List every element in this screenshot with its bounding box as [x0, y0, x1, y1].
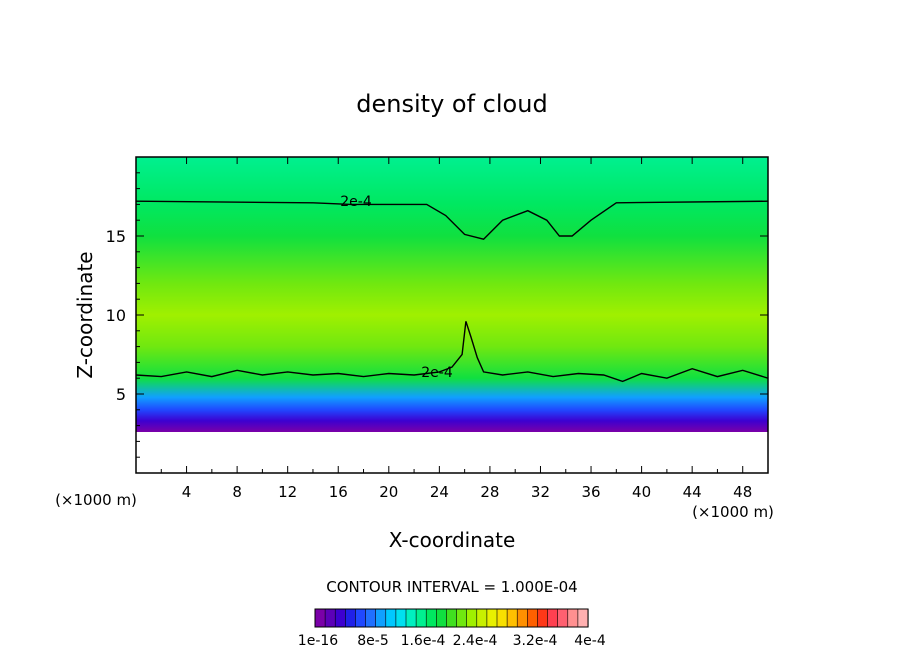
- colorbar-label: 4e-4: [574, 633, 606, 649]
- colorbar-swatch: [395, 608, 407, 628]
- x-tick-label: 44: [683, 483, 702, 501]
- colorbar-swatch: [334, 608, 346, 628]
- colorbar-swatch: [476, 608, 488, 628]
- x-unit-right: (×1000 m): [692, 503, 774, 521]
- contour-interval-text: CONTOUR INTERVAL = 1.000E-04: [326, 578, 577, 596]
- colorbar-swatch: [557, 608, 569, 628]
- colorbar-swatch: [567, 608, 579, 628]
- colorbar-swatch: [324, 608, 336, 628]
- y-tick-label: 10: [106, 306, 126, 325]
- colorbar-label: 1.6e-4: [401, 633, 446, 649]
- x-tick-label: 36: [581, 483, 600, 501]
- colorbar-swatch: [314, 608, 326, 628]
- colorbar-swatch: [345, 608, 357, 628]
- y-axis-label: Z-coordinate: [73, 251, 97, 378]
- colorbar-label: 3.2e-4: [513, 633, 558, 649]
- x-axis-label: X-coordinate: [389, 528, 516, 552]
- colorbar-swatch: [516, 608, 528, 628]
- x-unit-left: (×1000 m): [55, 491, 137, 509]
- colorbar-swatch: [527, 608, 539, 628]
- contour-label-lower: 2e-4: [421, 365, 453, 381]
- colorbar-swatch: [385, 608, 397, 628]
- y-tick-label: 5: [116, 385, 126, 404]
- colorbar-swatch: [425, 608, 437, 628]
- chart-title: density of cloud: [356, 90, 547, 118]
- contour-line-upper: [136, 200, 768, 240]
- colorbar-swatch: [456, 608, 468, 628]
- colorbar-swatch: [466, 608, 478, 628]
- x-tick-label: 40: [632, 483, 651, 501]
- x-tick-label: 28: [480, 483, 499, 501]
- colorbar-swatch: [436, 608, 448, 628]
- x-axis-ticks: 4 8 12 16 20 24 28 32 36 40 44 48: [160, 157, 752, 501]
- colorbar-swatch: [547, 608, 559, 628]
- x-tick-label: 20: [379, 483, 398, 501]
- colorbar-swatch: [506, 608, 518, 628]
- density-field: [136, 157, 768, 473]
- x-tick-label: 4: [182, 483, 192, 501]
- contour-line-lower: [136, 321, 768, 383]
- colorbar-swatch: [355, 608, 367, 628]
- x-tick-label: 32: [531, 483, 550, 501]
- x-tick-label: 24: [430, 483, 449, 501]
- colorbar-label: 8e-5: [357, 633, 388, 649]
- x-tick-label: 8: [232, 483, 242, 501]
- x-tick-label: 48: [733, 483, 752, 501]
- x-tick-label: 16: [329, 483, 348, 501]
- colorbar-swatch: [365, 608, 377, 628]
- colorbar-swatch: [446, 608, 458, 628]
- y-axis-ticks: 5 10 15: [106, 172, 768, 458]
- colorbar-frame: [314, 608, 589, 628]
- colorbar-labels: 1e-16 8e-5 1.6e-4 2.4e-4 3.2e-4 4e-4: [298, 633, 606, 649]
- colorbar-label: 1e-16: [298, 633, 338, 649]
- colorbar-swatch: [496, 608, 508, 628]
- density-fill: [136, 157, 768, 473]
- colorbar-swatch: [415, 608, 427, 628]
- contour-label-upper: 2e-4: [340, 194, 372, 210]
- colorbar-swatch: [375, 608, 387, 628]
- y-tick-label: 15: [106, 227, 126, 246]
- colorbar-label: 2.4e-4: [453, 633, 498, 649]
- colorbar-swatch: [577, 608, 589, 628]
- colorbar-swatch: [405, 608, 417, 628]
- x-tick-label: 12: [278, 483, 297, 501]
- contour-lines: [136, 200, 768, 383]
- colorbar-swatch: [486, 608, 498, 628]
- colorbar: [314, 608, 589, 628]
- colorbar-swatch: [537, 608, 549, 628]
